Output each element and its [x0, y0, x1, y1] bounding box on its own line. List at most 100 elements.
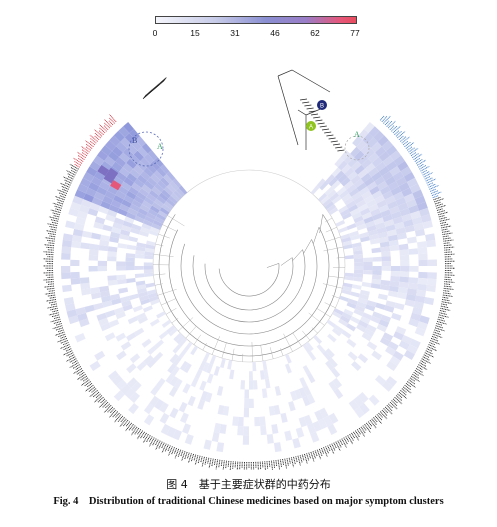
heatmap-cell [143, 167, 154, 178]
heatmap-cell [398, 281, 409, 289]
heatmap-cell [147, 150, 158, 161]
medicine-label-mark [95, 393, 101, 399]
heatmap-cell [273, 442, 282, 453]
heatmap-cell [243, 426, 249, 436]
medicine-label-mark [329, 444, 335, 454]
heatmap-cell [80, 199, 92, 208]
medicine-label-mark [430, 190, 439, 194]
heatmap-cell [386, 229, 397, 237]
medicine-label-mark [441, 225, 452, 229]
medicine-label-mark [354, 430, 361, 438]
heatmap-cell [135, 250, 145, 256]
heatmap-cell [358, 320, 369, 329]
heatmap-cell [344, 255, 354, 260]
medicine-label-mark [67, 176, 74, 180]
medicine-label-mark [60, 182, 70, 188]
heatmap-cell [427, 272, 437, 280]
heatmap-cell [371, 141, 382, 153]
heatmap-cell [314, 410, 324, 421]
heatmap-cell [143, 262, 154, 266]
heatmap-cell [100, 322, 111, 332]
heatmap-cell [369, 185, 380, 195]
heatmap-cell [399, 271, 410, 278]
heatmap-cell [273, 404, 281, 415]
medicine-label-mark [337, 440, 342, 449]
heatmap-cell [137, 146, 148, 158]
heatmap-cell [404, 224, 415, 233]
medicine-label-mark [430, 188, 436, 192]
medicine-label-mark [424, 176, 431, 180]
heatmap-cell [146, 240, 156, 247]
medicine-label-mark [43, 251, 54, 253]
heatmap-cell [249, 371, 253, 381]
heatmap-cell [395, 197, 407, 206]
heatmap-cell [351, 191, 362, 201]
medicine-label-mark [335, 441, 341, 451]
medicine-label-mark [286, 458, 289, 467]
medicine-label-mark [47, 283, 54, 285]
heatmap-cell [68, 315, 79, 325]
medicine-label-mark [120, 417, 125, 423]
heatmap-cell [128, 186, 139, 196]
heatmap-cell [144, 251, 154, 256]
medicine-label-mark [47, 305, 58, 309]
node-a-label: A [309, 125, 313, 131]
medicine-label-mark [100, 398, 106, 404]
heatmap-cell [158, 330, 169, 340]
heatmap-cell [356, 182, 367, 192]
heatmap-cell [84, 304, 95, 313]
heatmap-cell [361, 158, 372, 169]
heatmap-cell [135, 246, 146, 252]
medicine-label-mark [275, 460, 278, 467]
medicine-label-mark [367, 421, 373, 427]
heatmap-cell [202, 362, 210, 373]
heatmap-cell [144, 215, 155, 224]
medicine-label-mark [345, 436, 350, 442]
heatmap-cell [346, 301, 357, 309]
medicine-label-mark [188, 453, 192, 464]
heatmap-cell [360, 289, 370, 296]
heatmap-cell [182, 423, 191, 435]
heatmap-cell [387, 181, 399, 191]
heatmap-cell [426, 239, 436, 248]
heatmap-cell [328, 412, 339, 424]
heatmap-cell [107, 185, 119, 196]
medicine-label-mark [57, 329, 64, 333]
heatmap-cell [163, 201, 174, 210]
dendrogram-leaf [202, 343, 207, 351]
heatmap-cell [66, 309, 78, 318]
heatmap-cell [338, 226, 348, 234]
medicine-label-mark [279, 459, 283, 468]
medicine-label-mark [440, 221, 447, 224]
dendrogram-leaf [280, 348, 284, 356]
heatmap-cell [156, 195, 167, 205]
heatmap-cell [413, 222, 424, 231]
medicine-label-mark [45, 299, 56, 302]
heatmap-cell [144, 196, 155, 206]
medicine-label-mark [58, 192, 67, 196]
heatmap-cell [81, 288, 92, 296]
heatmap-cell [167, 363, 177, 374]
heatmap-cell [362, 133, 374, 144]
heatmap-cell [103, 172, 116, 184]
dendrogram-leaf [328, 275, 345, 279]
heatmap-cell [98, 244, 109, 252]
medicine-label-mark [422, 170, 430, 176]
heatmap-cell [417, 201, 428, 211]
medicine-label-mark [215, 459, 219, 470]
heatmap-cell [109, 135, 121, 147]
medicine-label-mark [81, 149, 89, 155]
heatmap-cell [365, 304, 376, 312]
heatmap-cell [371, 247, 382, 254]
heatmap-cell [416, 289, 427, 298]
medicine-label-mark [79, 375, 88, 381]
heatmap-cell [115, 311, 126, 320]
heatmap-cell [149, 189, 159, 199]
heatmap-cell [414, 228, 426, 237]
heatmap-cell [146, 163, 157, 174]
medicine-label-mark [304, 453, 308, 464]
heatmap-cell [380, 279, 391, 286]
heatmap-cell [377, 231, 388, 239]
dendrogram-leaf [155, 243, 164, 247]
medicine-label-mark [60, 340, 68, 344]
